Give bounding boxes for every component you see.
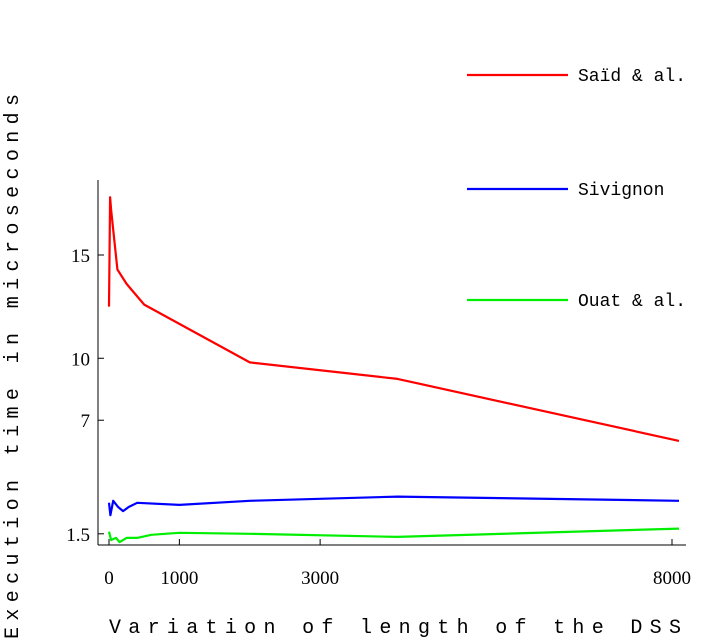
x-tick-label: 0: [104, 568, 114, 589]
legend-label-2: Ouat & al.: [578, 292, 686, 312]
x-tick-label: 3000: [301, 568, 339, 589]
series-layer: [107, 196, 680, 544]
x-axis-title: Variation of length of the DSS: [109, 617, 681, 639]
series-line-2: [107, 527, 680, 544]
y-axis-title: Execution time in microseconds: [2, 94, 25, 639]
y-tick-label: 10: [71, 349, 90, 370]
y-tick-label: 7: [81, 411, 91, 432]
axes: 1.5 7 10 15 0 1000 3000 8000: [66, 180, 691, 589]
x-tick-label: 1000: [160, 568, 198, 589]
legend: Saïd & al. Sivignon Ouat & al.: [467, 67, 686, 312]
x-tick-label: 8000: [653, 568, 691, 589]
legend-label-0: Saïd & al.: [578, 67, 686, 87]
series-line-0: [107, 196, 680, 442]
y-tick-label: 15: [71, 246, 90, 267]
series-line-1: [107, 495, 680, 517]
legend-label-1: Sivignon: [578, 181, 664, 201]
y-tick-label: 1.5: [66, 525, 90, 546]
